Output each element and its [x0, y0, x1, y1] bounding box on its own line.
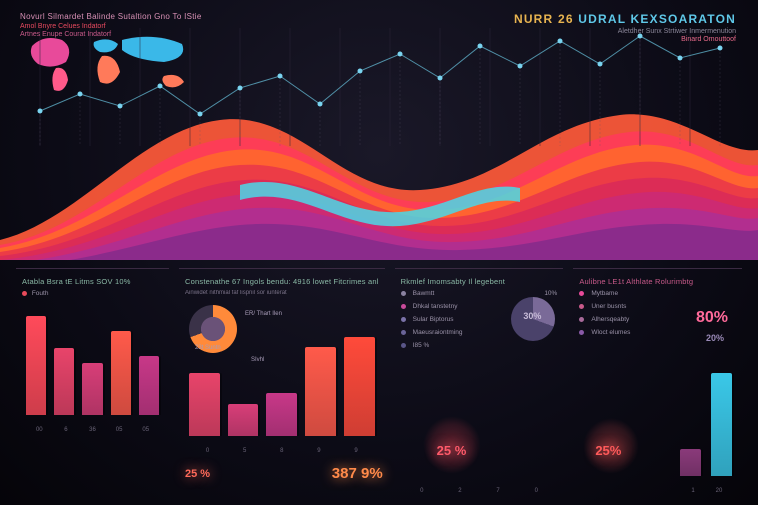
x-tick: 9 [338, 448, 375, 454]
legend-dot-icon [22, 291, 27, 296]
panel-1-bar-chart: 006360505 [22, 303, 163, 433]
panel-4-side-pct: 20% [706, 333, 724, 343]
bar [189, 373, 220, 436]
x-tick: 20 [706, 488, 732, 494]
x-tick: 1 [680, 488, 706, 494]
x-tick: 0 [403, 488, 441, 494]
callout-a: ER/ Thart Ilen [245, 311, 282, 317]
dot-icon [579, 304, 584, 309]
panel-1: Atabla Bsra tE Litms SOV 10% Fouth 00636… [16, 268, 169, 498]
dot-icon [401, 330, 406, 335]
x-tick: 00 [26, 427, 53, 433]
brand-sub-a: Aletdher Sunx Strtiwer Inmermenution [514, 28, 736, 35]
panel-2-pct-a: 25 % [185, 468, 210, 480]
list-item: I85 % [401, 342, 558, 349]
bar [82, 363, 102, 415]
x-tick: 5 [226, 448, 263, 454]
bar [305, 347, 336, 436]
header-right: NURR 26 UDRAL KEXSOARATON Aletdher Sunx … [514, 12, 736, 43]
dot-icon [401, 317, 406, 322]
header-left: Novurl Silmardet Balinde Sutaltion Gno T… [20, 12, 202, 38]
x-tick: 0 [517, 488, 555, 494]
panel-2: Constenathe 67 Ingols bendu: 4916 lowet … [179, 268, 385, 498]
x-tick: 2 [441, 488, 479, 494]
dot-icon [401, 343, 406, 348]
panel-2-title: Constenathe 67 Ingols bendu: 4916 lowet … [185, 277, 379, 286]
dot-icon [579, 317, 584, 322]
dot-icon [579, 330, 584, 335]
bar [711, 373, 732, 476]
panel-3-pct: 25 % [437, 443, 467, 458]
bar [344, 337, 375, 436]
panel-2-sub: Ainwidet nithmial faf lispnil sor iunter… [185, 290, 379, 296]
brand-title: NURR 26 UDRAL KEXSOARATON [514, 12, 736, 26]
x-tick: 05 [132, 427, 159, 433]
panel-4-glow-pct: 25% [595, 443, 621, 458]
panel-1-legend: Fouth [22, 290, 163, 297]
dot-icon [401, 304, 406, 309]
panel-2-pct-b: 387 9% [332, 465, 383, 482]
bar [228, 404, 259, 436]
panel-4-big-pct: 80% [696, 309, 728, 327]
subtitle-c: Artnes Enupe Courat Indatorf [20, 31, 202, 38]
top-area: Novurl Silmardet Balinde Sutaltion Gno T… [0, 0, 758, 260]
bar [111, 331, 131, 415]
dot-icon [579, 291, 584, 296]
panel-3: Rkmlef Imomsabty Il legebent Bawmtt10%Dh… [395, 268, 564, 498]
list-item: Bawmtt10% [401, 290, 558, 297]
x-tick: 05 [106, 427, 133, 433]
list-item: Mytbame [579, 290, 736, 297]
x-tick: 7 [479, 488, 517, 494]
panel-3-title: Rkmlef Imomsabty Il legebent [401, 277, 558, 286]
bar [680, 449, 701, 476]
x-tick: 9 [300, 448, 337, 454]
panel-2-bar-chart: 05899 [185, 324, 379, 454]
brand-sub-b: Binard Omouttoof [514, 36, 736, 43]
panel-3-pie-label: 30% [523, 311, 541, 321]
dot-icon [401, 291, 406, 296]
x-tick: 0 [189, 448, 226, 454]
subtitle-a: Novurl Silmardet Balinde Sutaltion Gno T… [20, 12, 202, 21]
subtitle-b: Amol Bnyre Celues Indatorf [20, 23, 202, 30]
x-tick: 36 [79, 427, 106, 433]
bar [139, 356, 159, 415]
panel-4: Aulibne LE1t Althlate Rolurimbtg Mytbame… [573, 268, 742, 498]
bar [26, 316, 46, 415]
bar [54, 348, 74, 415]
panel-4-title: Aulibne LE1t Althlate Rolurimbtg [579, 277, 736, 286]
panel-1-title: Atabla Bsra tE Litms SOV 10% [22, 277, 163, 286]
bar [266, 393, 297, 436]
panel-4-bar-chart: 120 [676, 384, 736, 494]
bottom-panels: Atabla Bsra tE Litms SOV 10% Fouth 00636… [0, 268, 758, 498]
x-tick: 8 [263, 448, 300, 454]
x-tick: 6 [53, 427, 80, 433]
